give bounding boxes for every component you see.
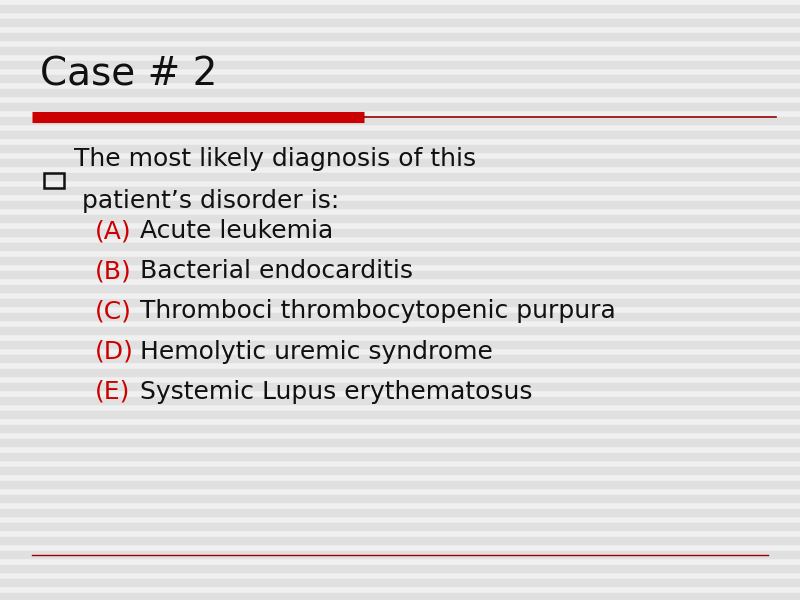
Bar [0, 285, 800, 292]
Bar [0, 145, 800, 152]
Bar [0, 453, 800, 460]
Bar [0, 131, 800, 138]
Bar [0, 383, 800, 390]
Bar [0, 565, 800, 572]
Bar [0, 509, 800, 516]
Bar [0, 19, 800, 26]
Bar [0, 439, 800, 446]
Text: Acute leukemia: Acute leukemia [140, 219, 334, 243]
Text: (D): (D) [94, 340, 134, 364]
Bar [0, 173, 800, 180]
Bar [0, 495, 800, 502]
Text: Bacterial endocarditis: Bacterial endocarditis [140, 259, 413, 283]
Bar [0, 243, 800, 250]
Bar [0, 523, 800, 530]
Bar [0, 579, 800, 586]
Text: (B): (B) [94, 259, 131, 283]
Text: (C): (C) [94, 299, 131, 323]
Bar [44, 173, 64, 187]
Text: The most likely diagnosis of this: The most likely diagnosis of this [74, 147, 476, 171]
Bar [0, 411, 800, 418]
Bar [0, 89, 800, 96]
Bar [0, 61, 800, 68]
Bar [0, 369, 800, 376]
Bar [0, 327, 800, 334]
Bar [0, 187, 800, 194]
Bar [0, 201, 800, 208]
Bar [0, 5, 800, 12]
Bar [0, 299, 800, 306]
Bar [0, 425, 800, 432]
Text: Hemolytic uremic syndrome: Hemolytic uremic syndrome [140, 340, 493, 364]
Bar [0, 103, 800, 110]
Text: (A): (A) [94, 219, 131, 243]
Text: (E): (E) [94, 380, 130, 404]
Bar [0, 313, 800, 320]
Bar [0, 215, 800, 222]
Bar [0, 33, 800, 40]
Bar [0, 467, 800, 474]
Text: Case # 2: Case # 2 [40, 56, 218, 94]
Bar [0, 271, 800, 278]
Bar [0, 229, 800, 236]
Bar [0, 537, 800, 544]
Bar [0, 75, 800, 82]
Bar [0, 117, 800, 124]
Bar [0, 47, 800, 54]
Text: patient’s disorder is:: patient’s disorder is: [74, 189, 339, 213]
Bar [0, 341, 800, 348]
Bar [0, 397, 800, 404]
Text: Thromboci thrombocytopenic purpura: Thromboci thrombocytopenic purpura [140, 299, 616, 323]
Bar [0, 257, 800, 264]
Bar [0, 159, 800, 166]
Bar [0, 551, 800, 558]
Text: Systemic Lupus erythematosus: Systemic Lupus erythematosus [140, 380, 533, 404]
Bar [0, 481, 800, 488]
Bar [0, 593, 800, 600]
Bar [0, 355, 800, 362]
